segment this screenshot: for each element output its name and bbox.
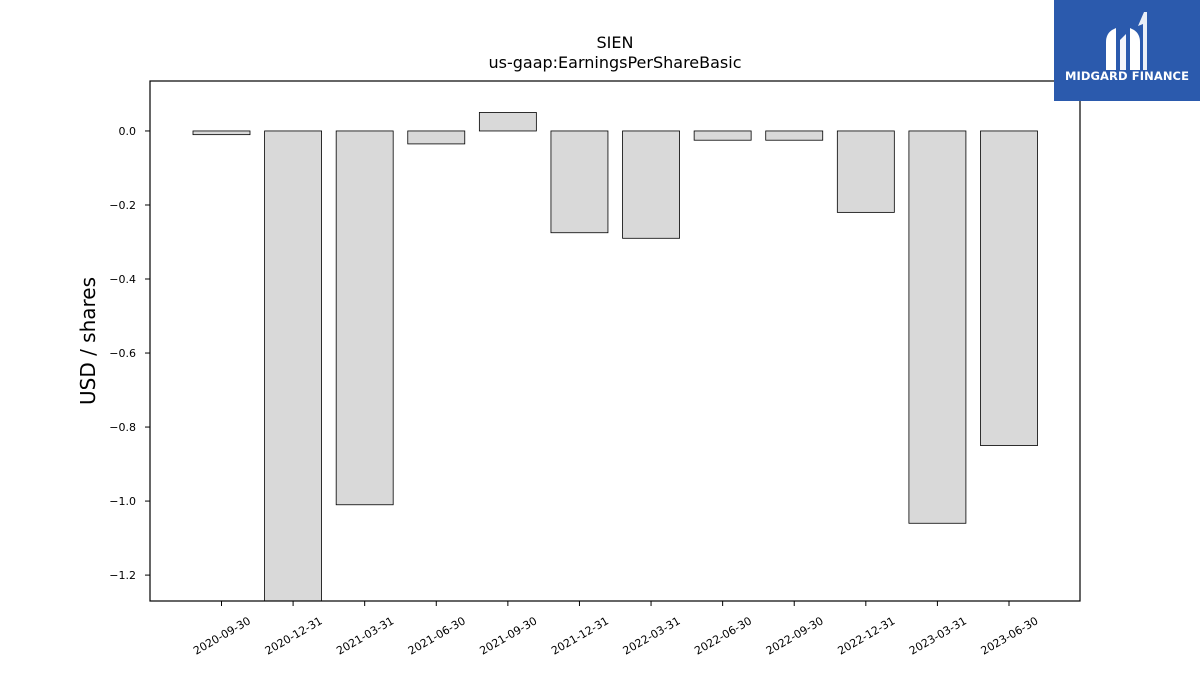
x-tick-label: 2023-06-30	[979, 614, 1041, 657]
bar-2021-12-31	[550, 130, 609, 234]
bar-2022-03-31	[622, 130, 680, 239]
x-tick-label: 2022-09-30	[764, 614, 826, 657]
y-tick-label: −0.8	[109, 421, 136, 434]
brand-logo: MIDGARD FINANCE	[1054, 0, 1200, 101]
x-tick-label: 2022-12-31	[835, 614, 897, 657]
logo-background	[1054, 0, 1200, 101]
y-tick-label: −1.2	[109, 569, 136, 582]
bar-2021-03-31	[335, 130, 394, 506]
y-tick-label: −0.2	[109, 199, 136, 212]
x-tick-label: 2022-06-30	[692, 614, 754, 657]
x-tick-label: 2021-09-30	[477, 614, 539, 657]
y-ticks-group: 0.0 −0.2 −0.4 −0.6 −0.8 −1.0 −1.2	[109, 125, 150, 582]
bar-2022-06-30	[693, 130, 752, 141]
bar-2021-06-30	[407, 130, 466, 145]
brand-name: MIDGARD FINANCE	[1064, 69, 1190, 83]
x-tick-label: 2020-12-31	[263, 614, 325, 657]
bar-2020-12-31	[264, 130, 322, 602]
bar-2023-03-31	[908, 130, 967, 524]
x-ticks-group: 2020-09-30 2020-12-31 2021-03-31 2021-06-30…	[191, 601, 1041, 658]
bar-2020-09-30	[192, 130, 251, 136]
chart-title: SIEN	[597, 33, 634, 52]
bar-2022-09-30	[765, 130, 824, 141]
x-tick-label: 2020-09-30	[191, 614, 253, 657]
bar-2022-12-31	[836, 130, 895, 213]
x-tick-label: 2021-12-31	[549, 614, 611, 657]
y-tick-label: −0.6	[109, 347, 136, 360]
y-axis-label: USD / shares	[76, 277, 100, 405]
x-tick-label: 2023-03-31	[907, 614, 969, 657]
logo-mark	[1106, 12, 1147, 70]
y-tick-label: −1.0	[109, 495, 136, 508]
y-tick-label: 0.0	[119, 125, 137, 138]
y-tick-label: −0.4	[109, 273, 136, 286]
bar-2023-06-30	[980, 130, 1038, 446]
plot-frame	[149, 80, 1081, 602]
chart-subtitle: us-gaap:EarningsPerShareBasic	[488, 53, 741, 72]
x-tick-label: 2021-03-31	[334, 614, 396, 657]
x-tick-label: 2022-03-31	[621, 614, 683, 657]
bars-group	[192, 112, 1038, 602]
x-tick-label: 2021-06-30	[406, 614, 468, 657]
bar-2021-09-30	[478, 112, 537, 132]
midgard-logo-icon	[1054, 0, 1200, 101]
